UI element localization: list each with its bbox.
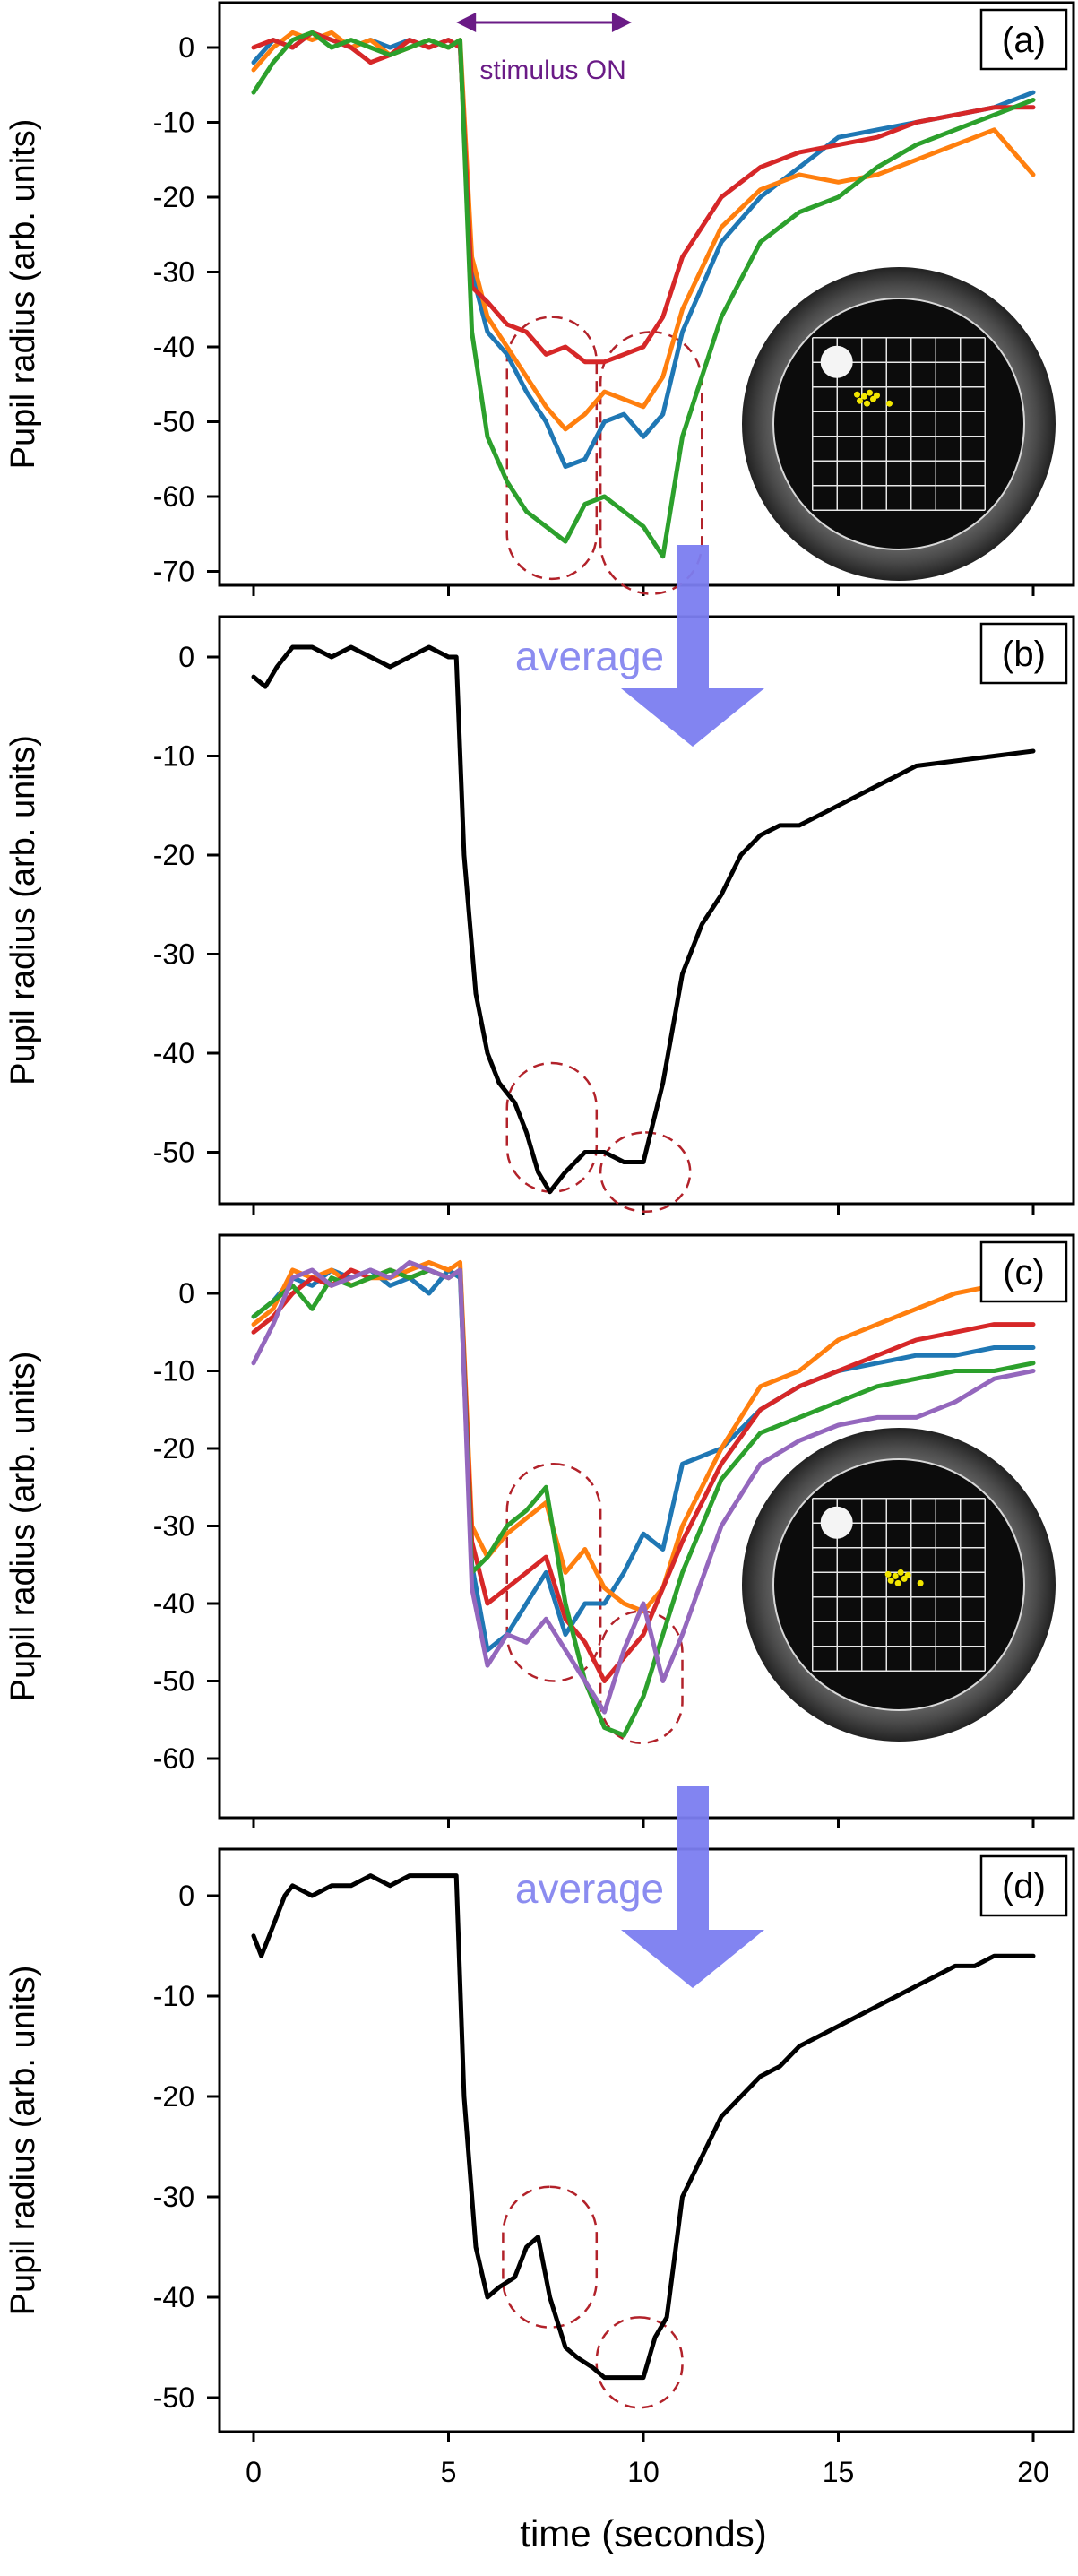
y-tick-label: -40	[153, 1587, 194, 1620]
stimulus-arrow-head-left	[456, 13, 477, 32]
panel-label: (a)	[1002, 21, 1046, 60]
y-tick-label: -30	[153, 256, 194, 289]
y-axis-label: Pupil radius (arb. units)	[4, 1352, 42, 1702]
x-tick-label: 15	[823, 2456, 855, 2488]
y-tick-label: -40	[153, 2281, 194, 2313]
fixation-point	[864, 400, 870, 407]
y-tick-label: -10	[153, 1355, 194, 1387]
y-tick-label: -30	[153, 2181, 194, 2213]
fixation-point	[892, 1572, 899, 1579]
highlight-capsule	[502, 2185, 599, 2329]
y-tick-label: -40	[153, 331, 194, 363]
y-tick-label: -10	[153, 740, 194, 773]
fundus-disc	[772, 298, 1025, 550]
highlight-capsule	[505, 1463, 602, 1682]
fixation-point	[887, 1577, 894, 1584]
stimulus-label: stimulus ON	[479, 56, 625, 85]
fixation-point	[886, 400, 893, 407]
average-label: average	[515, 633, 664, 679]
x-tick-label: 20	[1017, 2456, 1049, 2488]
panel-label-box	[979, 1240, 1068, 1303]
highlight-capsule	[599, 1610, 684, 1744]
series-line-2	[251, 30, 1036, 432]
y-tick-label: -50	[153, 1665, 194, 1698]
plot-frame	[218, 615, 1075, 1206]
x-axis-label: time (seconds)	[520, 2512, 766, 2554]
y-tick-label: -30	[153, 938, 194, 971]
x-tick-label: 10	[627, 2456, 660, 2488]
fixation-light	[820, 1506, 853, 1539]
fundus-inset-image	[742, 267, 1056, 581]
y-tick-label: -50	[153, 1137, 194, 1169]
y-tick-label: -70	[153, 556, 194, 588]
panel-label: (d)	[1002, 1867, 1046, 1906]
y-tick-label: -40	[153, 1037, 194, 1069]
fixation-point	[874, 392, 880, 399]
series-line-3	[251, 1267, 1036, 1683]
y-axis-label: Pupil radius (arb. units)	[4, 119, 42, 470]
panel-c: 0 -10 -20 -30 -40 -50 -60 Pupil radius (arb. un…	[4, 1233, 1075, 1828]
fixation-point	[884, 1570, 892, 1578]
y-axis-label: Pupil radius (arb. units)	[4, 735, 42, 1085]
panel-a: 0 -10 -20 -30 -40 -50 -60 -70 Pupil radius (arb.…	[4, 1, 1075, 596]
highlight-capsule	[595, 2316, 684, 2409]
y-tick-label: -10	[153, 107, 194, 139]
fixation-point	[917, 1579, 924, 1586]
y-tick-label: -60	[153, 480, 194, 513]
fundus-inset-image	[742, 1428, 1056, 1742]
highlight-capsule	[599, 1131, 692, 1214]
stimulus-arrow-head-right	[611, 13, 632, 32]
series-line-4	[251, 1267, 1036, 1738]
panel-label-box	[979, 1854, 1068, 1917]
y-tick-label: 0	[178, 641, 194, 673]
panel-label-box	[979, 8, 1068, 71]
panel-label-box	[979, 622, 1068, 685]
fixation-point	[854, 391, 860, 398]
y-tick-label: -20	[153, 181, 194, 213]
panel-d: 0 -10 -20 -30 -40 -50 0 5 10 15 20 Pupil radius (ar…	[4, 1786, 1075, 2554]
y-tick-label: -10	[153, 1980, 194, 2012]
series-line-5	[251, 1259, 1036, 1715]
fixation-point	[861, 393, 867, 400]
y-tick-label: -30	[153, 1510, 194, 1543]
fixation-point	[897, 1569, 904, 1576]
y-axis-label: Pupil radius (arb. units)	[4, 1966, 42, 2316]
panel-label: (b)	[1002, 635, 1046, 674]
panel-b: 0 -10 -20 -30 -40 -50 Pupil radius (arb. units…	[4, 545, 1075, 1215]
average-arrow	[621, 1786, 764, 1988]
y-tick-label: -20	[153, 2080, 194, 2113]
fixation-point	[904, 1571, 911, 1578]
y-tick-label: -20	[153, 839, 194, 871]
plot-frame	[218, 1847, 1075, 2433]
panel-label: (c)	[1003, 1253, 1045, 1292]
plot-frame	[218, 1, 1075, 587]
highlight-capsule	[505, 316, 599, 581]
y-tick-label: 0	[178, 1277, 194, 1310]
series-line-1	[251, 1873, 1036, 2381]
fixation-light	[820, 345, 853, 378]
highlight-capsule	[505, 1061, 599, 1193]
series-line-3	[251, 30, 1036, 365]
series-line-4	[251, 30, 1036, 559]
y-tick-label: -50	[153, 2382, 194, 2414]
series-line-1	[251, 644, 1036, 1195]
x-tick-label: 0	[246, 2456, 262, 2488]
fixation-point	[867, 389, 873, 396]
average-label: average	[515, 1865, 664, 1912]
y-tick-label: 0	[178, 31, 194, 64]
y-tick-label: -50	[153, 406, 194, 438]
fixation-point	[894, 1579, 901, 1586]
x-tick-label: 5	[441, 2456, 457, 2488]
average-arrow	[621, 545, 764, 747]
y-tick-label: -60	[153, 1742, 194, 1775]
fixation-point	[857, 397, 863, 404]
y-tick-label: -20	[153, 1432, 194, 1465]
y-tick-label: 0	[178, 1880, 194, 1912]
